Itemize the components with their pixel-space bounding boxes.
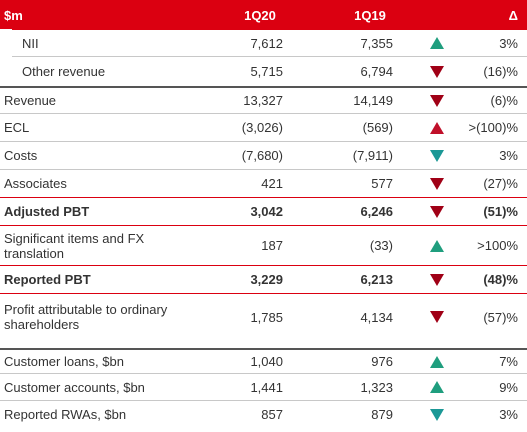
row-label: Reported PBT	[4, 272, 91, 287]
header-cell: 1Q20	[244, 7, 276, 23]
value-1q19: (33)	[369, 238, 393, 253]
value-1q19: 7,355	[360, 35, 393, 51]
value-1q20: 7,612	[250, 35, 283, 51]
row-label: Revenue	[4, 93, 57, 108]
value-1q20: 857	[261, 407, 283, 422]
trend-arrow-cell	[425, 88, 449, 113]
trend-arrow	[430, 273, 444, 286]
table-row: Adjusted PBT 3,042 6,246 (51)%	[0, 198, 527, 226]
trend-arrow	[430, 177, 444, 190]
trend-arrow-cell	[425, 170, 449, 197]
value-1q19: (569)	[362, 120, 393, 135]
value-1q19: 6,213	[360, 272, 393, 287]
value-1q19: 6,794	[360, 64, 393, 79]
change: (16)%	[483, 64, 518, 79]
change: 3%	[499, 148, 518, 163]
trend-arrow-cell	[425, 374, 449, 400]
trend-arrow	[430, 94, 444, 107]
trend-arrow-cell	[425, 350, 449, 373]
row-label: Other revenue	[22, 64, 106, 79]
table-row: Customer loans, $bn 1,040 976 7%	[0, 348, 527, 374]
change: (57)%	[483, 309, 518, 325]
row-label: Costs	[4, 148, 38, 163]
trend-arrow-cell	[425, 266, 449, 293]
trend-arrow	[430, 239, 444, 252]
value-1q20: 13,327	[243, 93, 283, 108]
value-1q20: 5,715	[250, 64, 283, 79]
change: (48)%	[483, 272, 518, 287]
change: 3%	[499, 35, 518, 51]
value-1q20: 1,785	[250, 309, 283, 325]
trend-arrow-cell	[425, 142, 449, 169]
trend-arrow	[430, 65, 444, 78]
trend-arrow-cell	[425, 57, 449, 86]
table-row: Reported RWAs, $bn 857 879 3%	[0, 401, 527, 428]
row-label: Adjusted PBT	[4, 204, 90, 219]
trend-arrow	[430, 355, 444, 368]
table-row: NII 7,612 7,355 3%	[0, 29, 527, 57]
value-1q20: 187	[261, 238, 283, 253]
value-1q19: 577	[371, 176, 393, 191]
table-row: Associates 421 577 (27)%	[0, 170, 527, 198]
trend-arrow	[430, 408, 444, 421]
header-cell: 1Q19	[354, 7, 386, 23]
value-1q20: 1,441	[250, 379, 283, 395]
value-1q20: 421	[261, 176, 283, 191]
trend-arrow-cell	[425, 30, 449, 56]
trend-arrow-cell	[425, 401, 449, 428]
trend-arrow	[430, 381, 444, 393]
change: 3%	[499, 407, 518, 422]
change: (51)%	[483, 204, 518, 219]
value-1q20: 1,040	[250, 354, 283, 369]
table-row: ECL (3,026) (569) >(100)%	[0, 114, 527, 142]
table-row: Other revenue 5,715 6,794 (16)%	[0, 56, 527, 87]
table-row: Profit attributable to ordinary sharehol…	[0, 294, 527, 340]
trend-arrow-cell	[425, 198, 449, 225]
value-1q19: 14,149	[353, 93, 393, 108]
row-label: Significant items and FX translation	[4, 230, 145, 261]
value-1q19: (7,911)	[352, 148, 393, 163]
value-1q19: 6,246	[360, 204, 393, 219]
change: 9%	[499, 379, 518, 395]
table-row: Reported PBT 3,229 6,213 (48)%	[0, 266, 527, 294]
trend-arrow-cell	[425, 114, 449, 141]
change: (27)%	[483, 176, 518, 191]
value-1q20: 3,042	[250, 204, 283, 219]
table-row: Revenue 13,327 14,149 (6)%	[0, 86, 527, 114]
row-label: Customer loans, $bn	[4, 354, 124, 369]
value-1q19: 4,134	[360, 309, 393, 325]
change: (6)%	[490, 93, 518, 108]
row-label: Reported RWAs, $bn	[4, 407, 127, 422]
header-cell: $m	[4, 7, 23, 23]
value-1q19: 1,323	[360, 379, 393, 395]
row-label: Associates	[4, 176, 67, 191]
value-1q19: 879	[371, 407, 393, 422]
trend-arrow	[430, 311, 444, 323]
table-row: Costs (7,680) (7,911) 3%	[0, 142, 527, 170]
trend-arrow	[430, 149, 444, 162]
trend-arrow-cell	[425, 294, 449, 340]
value-1q20: 3,229	[250, 272, 283, 287]
value-1q20: (7,680)	[241, 148, 283, 163]
row-label: NII	[22, 35, 39, 51]
table-row: Customer accounts, $bn 1,441 1,323 9%	[0, 374, 527, 401]
row-label: ECL	[4, 120, 30, 135]
change: 7%	[499, 354, 518, 369]
change: >(100)%	[468, 120, 519, 135]
row-label: Profit attributable to ordinary sharehol…	[4, 302, 168, 332]
header-cell: Δ	[508, 7, 518, 23]
table-row: Significant items and FX translation 187 (…	[0, 226, 527, 266]
trend-arrow	[430, 37, 444, 49]
trend-arrow	[430, 205, 444, 218]
value-1q19: 976	[371, 354, 393, 369]
trend-arrow-cell	[425, 226, 449, 265]
row-label: Customer accounts, $bn	[4, 379, 145, 395]
value-1q20: (3,026)	[241, 120, 283, 135]
change: >100%	[477, 238, 518, 253]
trend-arrow	[430, 121, 444, 134]
header-row: $m 1Q20 1Q19 Δ	[0, 0, 527, 30]
